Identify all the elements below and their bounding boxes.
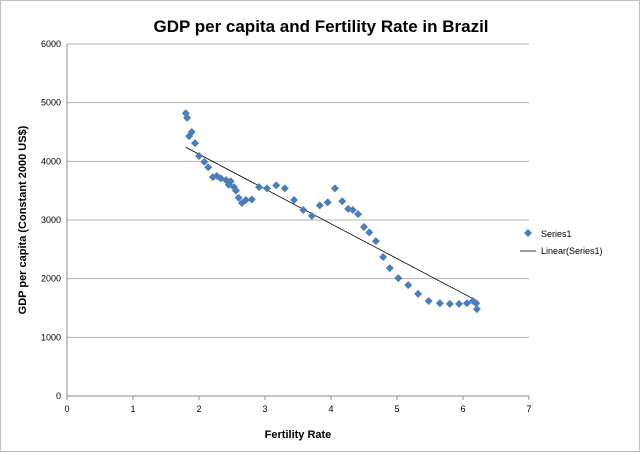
data-point [323,198,332,207]
y-tick-label: 4000 [41,156,61,166]
data-point [445,299,454,308]
y-axis-label: GDP per capita (Constant 2000 US$) [17,125,29,314]
data-point [262,184,271,193]
y-tick-label: 2000 [41,274,61,284]
data-point [247,195,256,204]
data-point [183,113,192,122]
data-point [195,152,203,161]
data-point [404,281,413,290]
y-tick-label: 3000 [41,215,61,225]
data-point [299,206,308,215]
data-point [379,252,388,261]
data-point [338,197,347,206]
chart-title: GDP per capita and Fertility Rate in Bra… [153,17,488,36]
data-point [348,206,357,215]
data-point [204,163,213,172]
x-tick-label: 4 [328,404,333,414]
x-tick-label: 1 [130,404,135,414]
y-tick-label: 1000 [41,332,61,342]
data-point [360,223,368,232]
trendline [185,146,478,302]
data-point [280,184,289,193]
legend-series1-label: Series1 [541,229,572,239]
data-point [200,157,209,166]
x-tick-label: 0 [64,404,69,414]
data-point [234,193,243,202]
data-point [365,228,374,237]
legend-series1-marker [524,229,532,237]
x-tick-label: 3 [262,404,267,414]
legend: Series1 Linear(Series1) [520,229,603,256]
data-point [424,296,433,305]
data-point [462,299,471,308]
data-point [290,196,299,205]
data-point [191,139,200,148]
data-point [187,128,196,136]
data-point [231,186,240,195]
data-point [255,183,264,192]
data-point [354,210,363,219]
data-point [435,299,444,308]
data-point [330,184,339,193]
x-tick-label: 5 [394,404,399,414]
data-point [315,201,324,210]
y-tick-label: 5000 [41,98,61,108]
x-tick-label: 7 [526,404,531,414]
x-tick-label: 6 [460,404,465,414]
data-point [371,237,380,246]
data-point [472,305,481,314]
data-point [472,299,481,308]
x-axis-label: Fertility Rate [265,429,332,441]
data-point [394,274,403,283]
data-point [226,177,235,186]
data-point [307,211,316,220]
y-tick-label: 6000 [41,39,61,49]
data-point [385,264,394,273]
data-point [414,289,423,298]
data-point [272,181,281,190]
y-tick-label: 0 [56,391,61,401]
data-point [455,299,464,308]
data-point [241,196,250,205]
x-tick-label: 2 [196,404,201,414]
legend-trendline-label: Linear(Series1) [541,246,603,256]
